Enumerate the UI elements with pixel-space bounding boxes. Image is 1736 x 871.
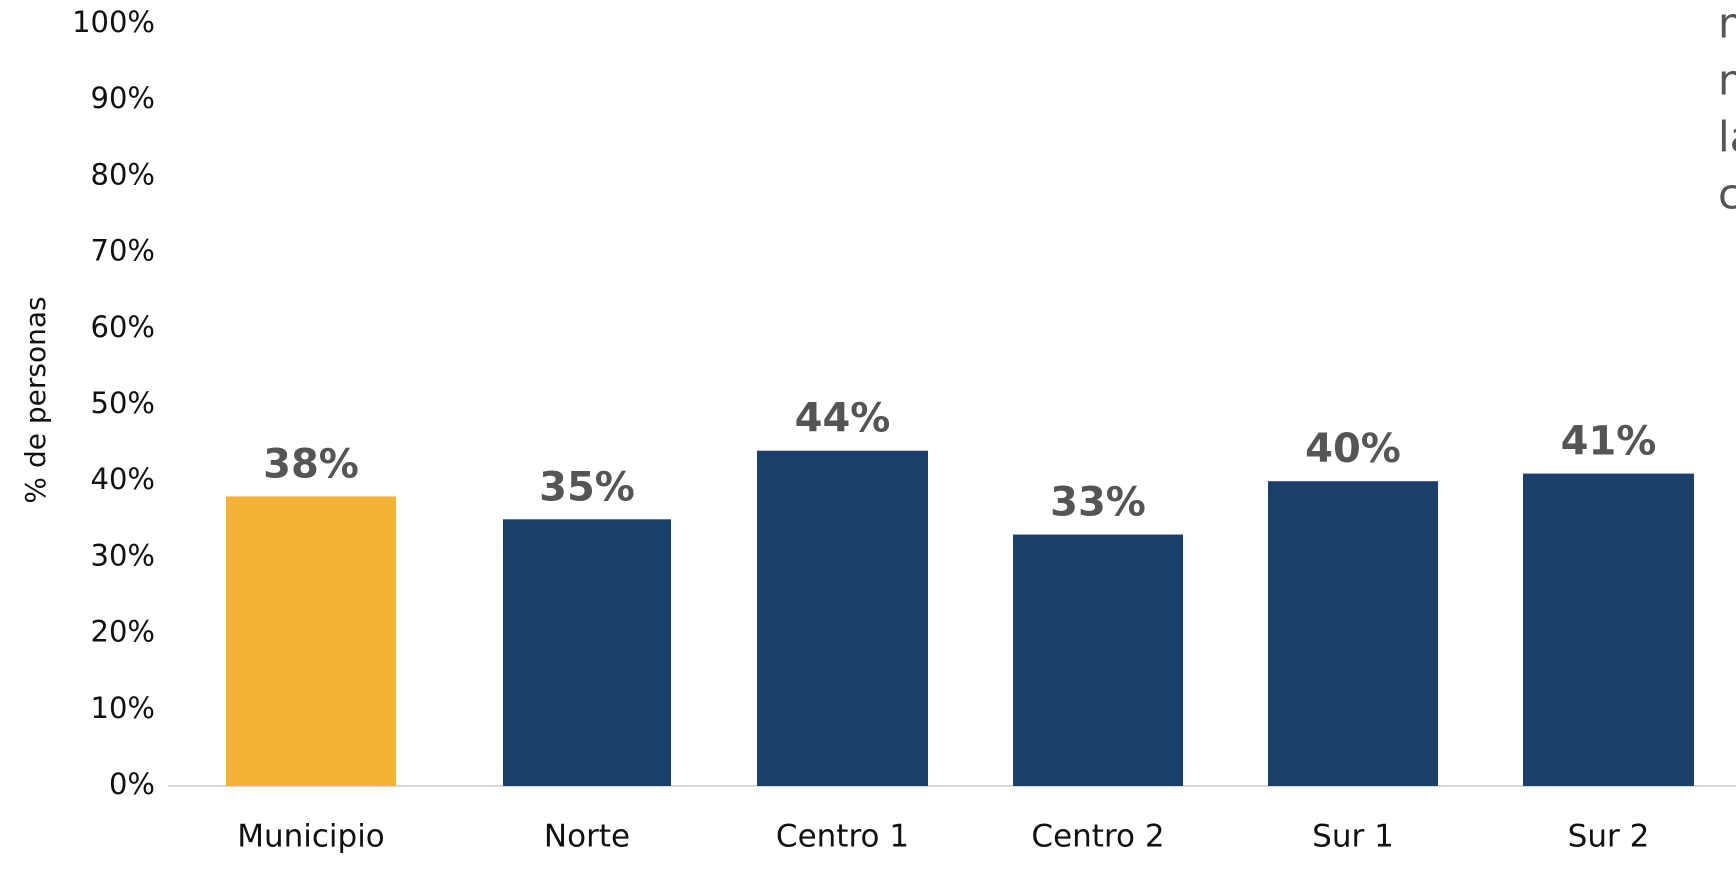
data-label: 38% — [263, 441, 359, 487]
x-tick-label: Centro 2 — [1031, 819, 1164, 855]
y-tick-label: 80% — [91, 157, 155, 191]
x-tick-label: Centro 1 — [776, 819, 909, 855]
bar — [757, 450, 928, 786]
y-axis-label: % de personas — [19, 296, 52, 503]
y-tick-label: 40% — [91, 462, 155, 496]
x-tick-label: Sur 1 — [1312, 819, 1394, 855]
y-tick-label: 60% — [91, 310, 155, 344]
data-label: 41% — [1561, 419, 1657, 465]
y-tick-label: 70% — [91, 234, 155, 268]
x-tick-label: Municipio — [237, 819, 385, 855]
annotation-text: n — [1718, 0, 1736, 48]
y-tick-label: 100% — [72, 5, 155, 39]
x-tick-label: Norte — [544, 819, 630, 855]
x-tick-label: Sur 2 — [1568, 819, 1650, 855]
y-tick-label: 50% — [91, 386, 155, 420]
y-tick-label: 90% — [91, 81, 155, 115]
bar — [1523, 473, 1694, 786]
y-tick-label: 10% — [91, 691, 155, 725]
annotation-text: n — [1718, 56, 1736, 105]
annotation-text: la — [1718, 113, 1736, 162]
y-tick-label: 0% — [109, 767, 155, 801]
data-label: 33% — [1050, 480, 1146, 526]
bar — [1013, 534, 1183, 786]
bar — [1268, 481, 1438, 786]
annotation-text: c — [1718, 170, 1736, 219]
data-label: 35% — [539, 464, 635, 510]
data-label: 40% — [1305, 426, 1401, 472]
y-tick-label: 20% — [91, 615, 155, 649]
bar — [503, 519, 671, 786]
y-tick-label: 30% — [91, 538, 155, 572]
bar — [226, 496, 396, 786]
data-label: 44% — [795, 396, 891, 442]
